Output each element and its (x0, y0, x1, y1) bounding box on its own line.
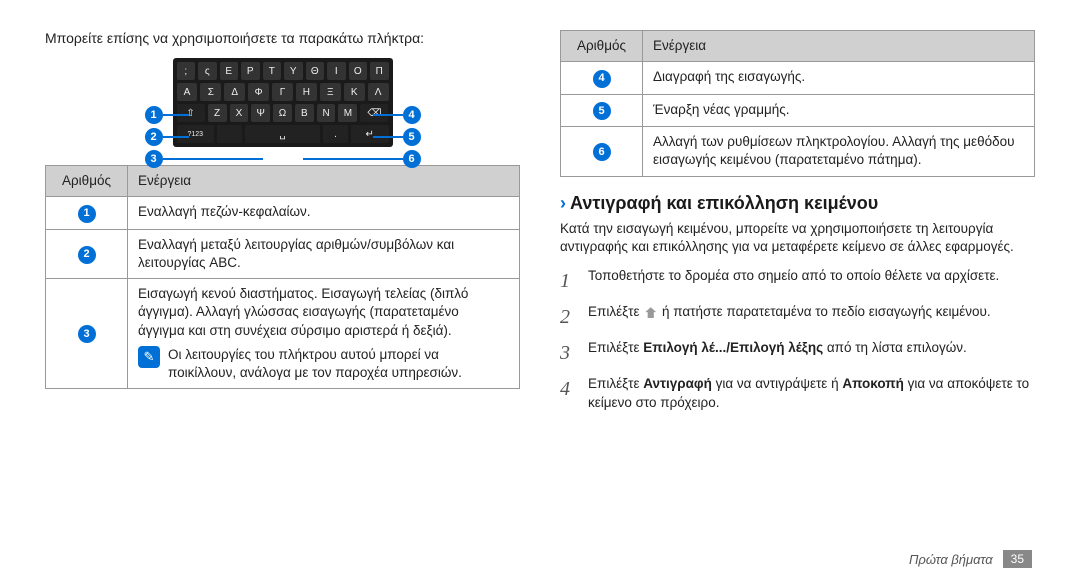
keyboard-key: ↵ (351, 125, 389, 143)
step-text: Τοποθετήστε το δρομέα στο σημείο από το … (588, 267, 999, 295)
number-badge: 5 (593, 102, 611, 120)
keyboard-key: Δ (224, 83, 245, 101)
step-text: Επιλέξτε Αντιγραφή για να αντιγράψετε ή … (588, 375, 1035, 413)
step-number: 2 (560, 303, 578, 331)
table-row: 6 Αλλαγή των ρυθμίσεων πληκτρολογίου. Αλλ… (561, 127, 1035, 176)
step-text: Επιλέξτε Επιλογή λέ.../Επιλογή λέξης από… (588, 339, 967, 367)
keyboard-key: Κ (344, 83, 365, 101)
keyboard-key: ⌫ (360, 104, 388, 122)
step-number: 3 (560, 339, 578, 367)
number-badge: 1 (78, 205, 96, 223)
keyboard-key: Ι (327, 62, 346, 80)
step-item: 1 Τοποθετήστε το δρομέα στο σημείο από το… (560, 267, 1035, 295)
table-row: 4 Διαγραφή της εισαγωγής. (561, 62, 1035, 94)
keyboard-key: Μ (338, 104, 357, 122)
keyboard-key: Ρ (241, 62, 260, 80)
keyboard-key: Ο (349, 62, 368, 80)
note-icon: ✎ (138, 346, 160, 368)
keyboard-key: Ψ (251, 104, 270, 122)
keyboard-key: Ζ (208, 104, 227, 122)
callout-6: 6 (403, 150, 421, 168)
keyboard-key: ⇧ (177, 104, 205, 122)
th-action: Ενέργεια (128, 166, 520, 197)
chevron-icon: › (560, 193, 566, 213)
step-item: 3 Επιλέξτε Επιλογή λέ.../Επιλογή λέξης απ… (560, 339, 1035, 367)
section-heading: ›Αντιγραφή και επικόλληση κειμένου (560, 193, 1035, 214)
keyboard-key: Φ (248, 83, 269, 101)
home-icon (645, 307, 656, 318)
keyboard-key: Β (295, 104, 314, 122)
row-text: Εναλλαγή πεζών-κεφαλαίων. (138, 203, 509, 221)
keyboard-key: . (323, 125, 348, 143)
table-row: 3 Εισαγωγή κενού διαστήματος. Εισαγωγή τε… (46, 279, 520, 389)
keyboard-key: ς (198, 62, 217, 80)
section-intro: Κατά την εισαγωγή κειμένου, μπορείτε να … (560, 220, 1035, 258)
keyboard-key: ; (177, 62, 196, 80)
number-badge: 6 (593, 143, 611, 161)
keyboard-key: Χ (230, 104, 249, 122)
note-box: ✎ Οι λειτουργίες του πλήκτρου αυτού μπορε… (138, 346, 509, 382)
row-text: Διαγραφή της εισαγωγής. (643, 62, 1035, 94)
keyboard-key: Ξ (320, 83, 341, 101)
keyboard-key: Π (370, 62, 389, 80)
keyboard-key: Σ (200, 83, 221, 101)
page-footer: Πρώτα βήματα 35 (909, 550, 1032, 568)
right-column: Αριθμός Ενέργεια 4 Διαγραφή της εισαγωγής… (560, 30, 1035, 421)
note-text: Οι λειτουργίες του πλήκτρου αυτού μπορεί… (168, 346, 509, 382)
section-title-text: Αντιγραφή και επικόλληση κειμένου (570, 193, 878, 213)
reference-table-right: Αριθμός Ενέργεια 4 Διαγραφή της εισαγωγής… (560, 30, 1035, 177)
footer-section: Πρώτα βήματα (909, 552, 993, 567)
keyboard-key: ␣ (245, 125, 320, 143)
keyboard-key: Ω (273, 104, 292, 122)
number-badge: 3 (78, 325, 96, 343)
left-column: Μπορείτε επίσης να χρησιμοποιήσετε τα πα… (45, 30, 520, 421)
step-item: 2 Επιλέξτε ή πατήστε παρατεταμένα το πεδί… (560, 303, 1035, 331)
keyboard-key: Υ (284, 62, 303, 80)
keyboard-key: Θ (306, 62, 325, 80)
row-text: Αλλαγή των ρυθμίσεων πληκτρολογίου. Αλλα… (643, 127, 1035, 176)
callout-4: 4 (403, 106, 421, 124)
keyboard-key: Η (296, 83, 317, 101)
th-num: Αριθμός (561, 31, 643, 62)
keyboard-key: Α (177, 83, 198, 101)
number-badge: 2 (78, 246, 96, 264)
keyboard-key: Ε (220, 62, 239, 80)
keyboard-key: Τ (263, 62, 282, 80)
keyboard-key: ?123 (177, 125, 215, 143)
th-action: Ενέργεια (643, 31, 1035, 62)
step-text: Επιλέξτε ή πατήστε παρατεταμένα το πεδίο… (588, 303, 991, 331)
step-number: 4 (560, 375, 578, 413)
keyboard-key (217, 125, 242, 143)
keyboard-figure: ;ςΕΡΤΥΘΙΟΠΑΣΔΦΓΗΞΚΛ⇧ΖΧΨΩΒΝΜ⌫?123␣.↵ 1 2 … (45, 58, 520, 147)
callout-2: 2 (145, 128, 163, 146)
table-row: 1 Εναλλαγή πεζών-κεφαλαίων. (46, 197, 520, 229)
intro-text: Μπορείτε επίσης να χρησιμοποιήσετε τα πα… (45, 30, 520, 46)
step-number: 1 (560, 267, 578, 295)
th-num: Αριθμός (46, 166, 128, 197)
table-row: 2 Εναλλαγή μεταξύ λειτουργίας αριθμών/συμ… (46, 229, 520, 278)
keyboard-key: Ν (317, 104, 336, 122)
page-number: 35 (1003, 550, 1032, 568)
row-text: Εναλλαγή μεταξύ λειτουργίας αριθμών/συμβ… (138, 236, 509, 272)
callout-5: 5 (403, 128, 421, 146)
reference-table-left: Αριθμός Ενέργεια 1 Εναλλαγή πεζών-κεφαλαί… (45, 165, 520, 389)
row-text: Εισαγωγή κενού διαστήματος. Εισαγωγή τελ… (138, 285, 509, 340)
table-row: 5 Έναρξη νέας γραμμής. (561, 94, 1035, 126)
callout-1: 1 (145, 106, 163, 124)
keyboard-key: Γ (272, 83, 293, 101)
row-text: Έναρξη νέας γραμμής. (643, 94, 1035, 126)
callout-3: 3 (145, 150, 163, 168)
keyboard-key: Λ (368, 83, 389, 101)
number-badge: 4 (593, 70, 611, 88)
step-item: 4 Επιλέξτε Αντιγραφή για να αντιγράψετε ή… (560, 375, 1035, 413)
